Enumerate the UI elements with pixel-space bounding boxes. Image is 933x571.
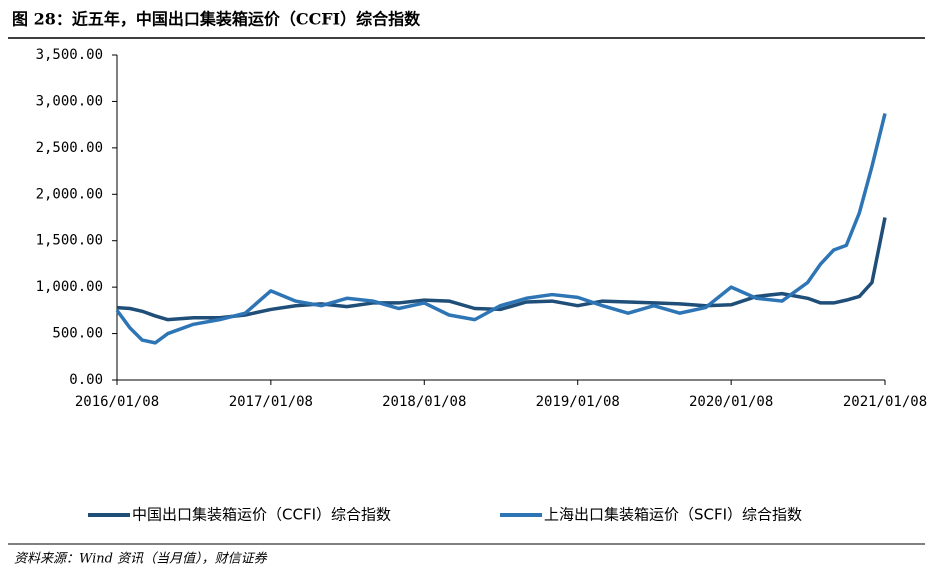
series-line xyxy=(115,113,887,345)
chart-title: 图 28：近五年，中国出口集装箱运价（CCFI）综合指数 xyxy=(12,10,421,29)
y-tick-label: 2,500.00 xyxy=(36,140,103,156)
y-tick-label: 3,000.00 xyxy=(36,93,103,109)
x-tick-label: 2020/01/08 xyxy=(689,394,773,410)
x-tick-label: 2016/01/08 xyxy=(75,394,159,410)
legend-label: 上海出口集装箱运价（SCFI）综合指数 xyxy=(544,506,802,524)
legend-label: 中国出口集装箱运价（CCFI）综合指数 xyxy=(132,506,391,524)
x-tick-label: 2017/01/08 xyxy=(229,394,313,410)
x-tick-label: 2018/01/08 xyxy=(382,394,466,410)
y-tick-label: 1,000.00 xyxy=(36,279,103,295)
y-tick-label: 3,500.00 xyxy=(36,47,103,63)
y-tick-label: 2,000.00 xyxy=(36,186,103,202)
source-note: 资料来源：Wind 资讯（当月值），财信证券 xyxy=(14,551,268,567)
x-tick-label: 2021/01/08 xyxy=(843,394,927,410)
series-line xyxy=(116,217,887,322)
y-tick-label: 0.00 xyxy=(69,372,103,388)
x-tick-label: 2019/01/08 xyxy=(536,394,620,410)
y-tick-label: 1,500.00 xyxy=(36,233,103,249)
y-tick-label: 500.00 xyxy=(52,326,103,342)
